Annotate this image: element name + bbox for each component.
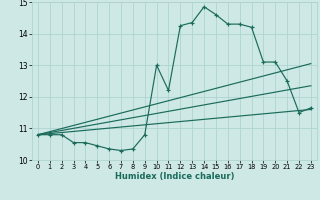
X-axis label: Humidex (Indice chaleur): Humidex (Indice chaleur) [115, 172, 234, 181]
